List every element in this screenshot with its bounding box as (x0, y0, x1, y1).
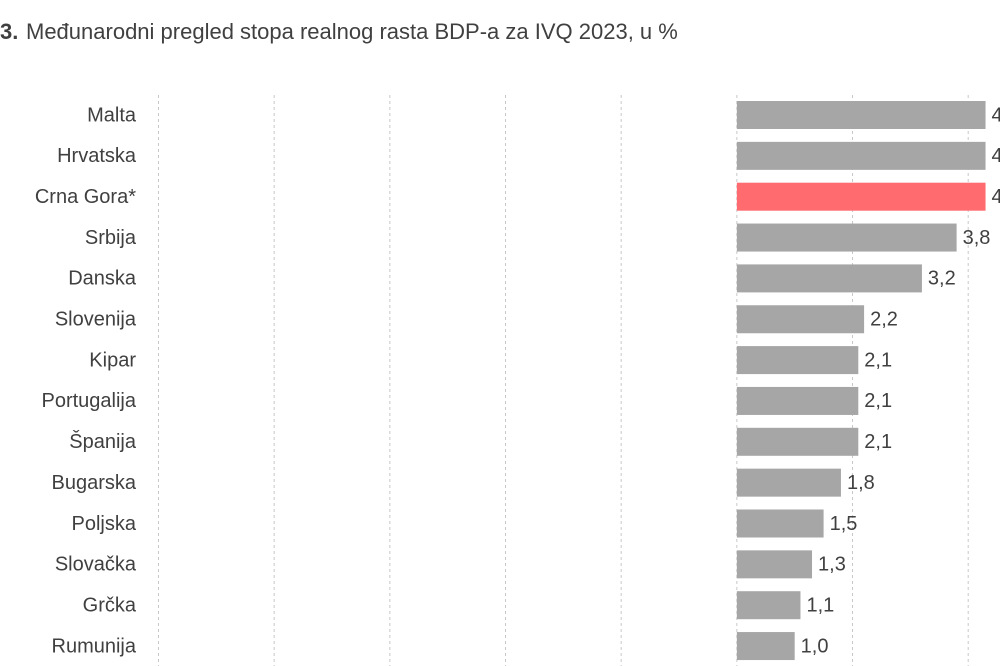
value-label: 1,1 (806, 594, 834, 616)
bar (736, 632, 795, 661)
value-label: 3,2 (928, 268, 956, 290)
bar (736, 223, 957, 252)
bar (736, 386, 859, 415)
bar (736, 346, 859, 375)
y-tick-label: Grčka (83, 594, 137, 616)
bar (736, 591, 801, 620)
y-tick-label: Hrvatska (57, 145, 137, 167)
bar (736, 182, 986, 211)
y-tick-label: Slovačka (55, 554, 137, 576)
value-label: 2,1 (864, 431, 892, 453)
y-tick-label: Rumunija (52, 635, 137, 657)
y-tick-label: Bugarska (52, 472, 137, 494)
value-label: 3,8 (963, 227, 991, 249)
value-label: 4,3 (992, 186, 1000, 208)
bar (736, 468, 841, 497)
chart-title-number: 3. (0, 19, 18, 44)
bar (736, 427, 859, 456)
chart-title: Međunarodni pregled stopa realnog rasta … (26, 19, 678, 44)
y-tick-label: Malta (87, 104, 137, 126)
bar (736, 101, 986, 129)
bar (736, 305, 865, 334)
y-tick-label: Kipar (89, 349, 136, 371)
y-tick-label: Španija (69, 430, 137, 453)
value-label: 1,0 (801, 635, 829, 657)
bar (736, 550, 813, 579)
value-label: 1,8 (847, 472, 875, 494)
value-label: 1,5 (830, 513, 858, 535)
y-tick-label: Danska (68, 268, 137, 290)
y-tick-label: Portugalija (41, 390, 136, 412)
y-tick-label: Srbija (85, 227, 137, 249)
value-label: 2,2 (870, 309, 898, 331)
bar (736, 141, 986, 170)
bar (736, 509, 824, 538)
value-label: 1,3 (818, 554, 846, 576)
y-tick-label: Crna Gora* (35, 186, 136, 208)
value-label: 2,1 (864, 390, 892, 412)
y-tick-label: Poljska (72, 513, 137, 535)
bar (736, 264, 922, 293)
value-label: 4,3 (992, 145, 1000, 167)
value-label: 2,1 (864, 349, 892, 371)
value-label: 4,3 (992, 104, 1000, 126)
y-tick-label: Slovenija (55, 309, 137, 331)
